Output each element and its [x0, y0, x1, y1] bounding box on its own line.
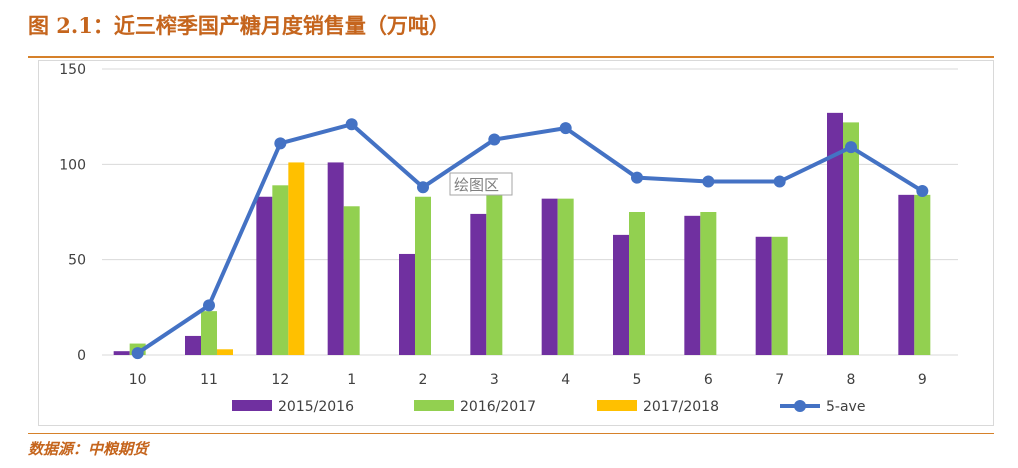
- bar: [399, 253, 415, 355]
- legend-swatch: [414, 400, 454, 411]
- bar: [201, 311, 217, 355]
- legend-swatch: [597, 400, 637, 411]
- legend-swatch: [232, 400, 272, 411]
- line-point: [488, 133, 501, 146]
- x-tick-label: 4: [561, 372, 570, 388]
- bar: [827, 112, 843, 355]
- bar: [415, 196, 431, 355]
- bar: [541, 198, 558, 355]
- x-tick-label: 9: [918, 372, 927, 388]
- gridlines: [102, 68, 958, 356]
- x-tick-label: 6: [704, 372, 713, 388]
- bar: [217, 349, 233, 355]
- chart-title: 图 2.1：近三榨季国产糖月度销售量（万吨）: [28, 13, 450, 38]
- bar: [898, 194, 915, 355]
- x-tick-label: 10: [129, 372, 147, 388]
- x-tick-label: 8: [847, 372, 856, 388]
- line-point: [702, 175, 715, 188]
- bar: [256, 196, 273, 355]
- bar: [486, 189, 503, 355]
- x-tick-label: 2: [419, 372, 428, 388]
- x-tick-label: 11: [200, 372, 218, 388]
- y-tick-label: 0: [77, 348, 86, 364]
- bar: [684, 215, 701, 355]
- y-tick-label: 100: [59, 157, 86, 173]
- line-point: [417, 181, 429, 194]
- line-point: [845, 141, 857, 154]
- bar: [613, 234, 629, 355]
- line-point: [274, 137, 287, 150]
- legend-label: 2017/2018: [643, 399, 719, 415]
- line-point: [559, 122, 572, 135]
- bar: [629, 212, 645, 355]
- title-divider: [28, 56, 994, 58]
- legend: 2015/2016 2016/2017 2017/2018 5-ave: [232, 399, 865, 415]
- y-tick-label: 150: [59, 62, 86, 78]
- bar: [914, 194, 931, 355]
- line-point: [631, 171, 643, 184]
- data-source: 数据源：中粮期货: [28, 440, 149, 458]
- bar: [843, 122, 859, 356]
- footer-divider: [28, 433, 994, 434]
- bar: [755, 236, 772, 355]
- tooltip-box: [449, 172, 513, 196]
- line-point: [916, 185, 929, 198]
- legend-label: 2016/2017: [460, 399, 536, 415]
- x-tick-label: 1: [347, 372, 356, 388]
- bar: [327, 162, 344, 355]
- bar: [700, 212, 717, 355]
- x-tick-label: 7: [775, 372, 784, 388]
- line-point: [773, 175, 786, 188]
- legend-label: 5-ave: [826, 399, 865, 415]
- bar: [185, 335, 201, 355]
- five-average-line: [131, 118, 929, 360]
- legend-label: 2015/2016: [278, 399, 354, 415]
- series-line-5-ave: [136, 122, 924, 355]
- y-tick-label: 50: [68, 253, 86, 269]
- bars: [113, 112, 931, 356]
- x-tick-label: 12: [271, 372, 289, 388]
- line-point: [203, 299, 215, 312]
- legend-marker: [794, 400, 806, 412]
- x-tick-label: 5: [633, 372, 642, 388]
- bar: [470, 213, 487, 355]
- plot-area-tooltip: 绘图区: [449, 172, 513, 196]
- bar: [771, 236, 788, 355]
- line-point: [131, 347, 144, 360]
- bar: [113, 351, 130, 355]
- x-axis-ticks: 10 11 12 1 2 3 4 5 6 7 8 9: [129, 372, 927, 388]
- bar: [557, 198, 574, 355]
- bar: [288, 162, 305, 355]
- bar: [343, 206, 360, 355]
- y-axis-ticks: 0 50 100 150: [59, 62, 86, 364]
- tooltip-label: 绘图区: [454, 176, 499, 194]
- x-tick-label: 3: [490, 372, 499, 388]
- bar: [272, 185, 289, 355]
- line-point: [345, 118, 358, 131]
